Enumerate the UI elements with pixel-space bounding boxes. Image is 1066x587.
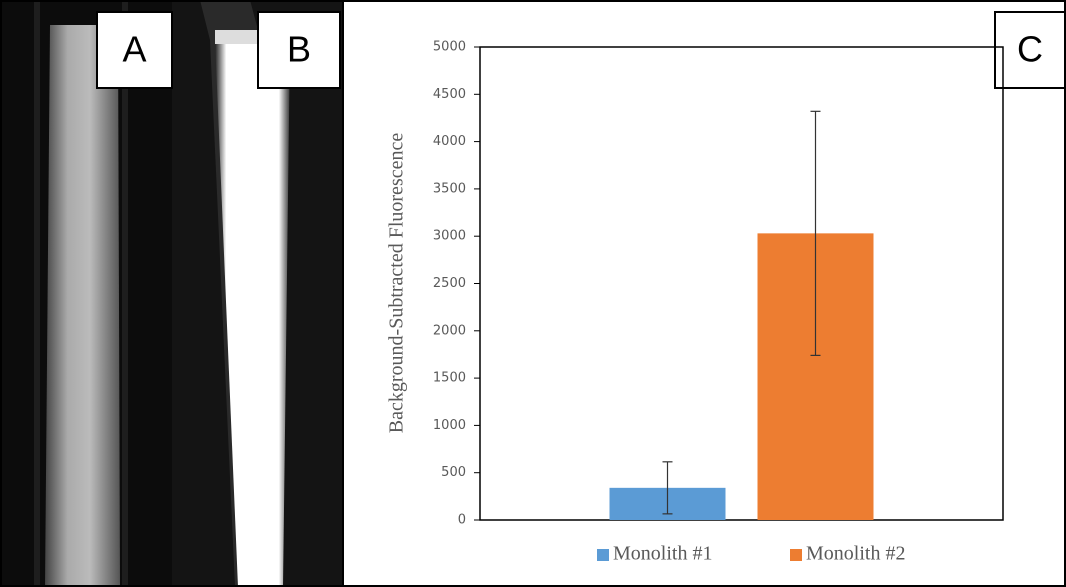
y-tick-label: 4500: [433, 87, 466, 102]
y-tick-label: 2500: [433, 276, 466, 291]
monolith-b: [215, 40, 290, 587]
y-tick-label: 5000: [433, 40, 466, 55]
panel-label: A: [122, 29, 146, 70]
y-tick-label: 2000: [433, 323, 466, 338]
tube-wall: [34, 0, 40, 587]
y-tick-label: 3500: [433, 181, 466, 196]
legend-label: Monolith #1: [613, 543, 712, 565]
monolith-top: [215, 30, 260, 44]
y-tick-label: 4000: [433, 134, 466, 149]
y-tick-label: 500: [441, 465, 466, 480]
tube-wall: [122, 0, 128, 587]
y-tick-label: 1000: [433, 418, 466, 433]
y-axis-label: Background-Subtracted Fluorescence: [386, 133, 408, 434]
y-tick-label: 1500: [433, 371, 466, 386]
legend-swatch: [790, 549, 802, 561]
y-tick-label: 3000: [433, 229, 466, 244]
monolith-a: [45, 25, 120, 587]
legend-swatch: [597, 549, 609, 561]
y-tick-label: 0: [458, 513, 466, 528]
legend-label: Monolith #2: [806, 543, 905, 565]
label-box: [994, 11, 1066, 89]
panel-label: C: [1017, 29, 1043, 70]
label-box: [96, 11, 173, 89]
label-box: [257, 11, 341, 89]
panel-label: B: [287, 29, 311, 70]
